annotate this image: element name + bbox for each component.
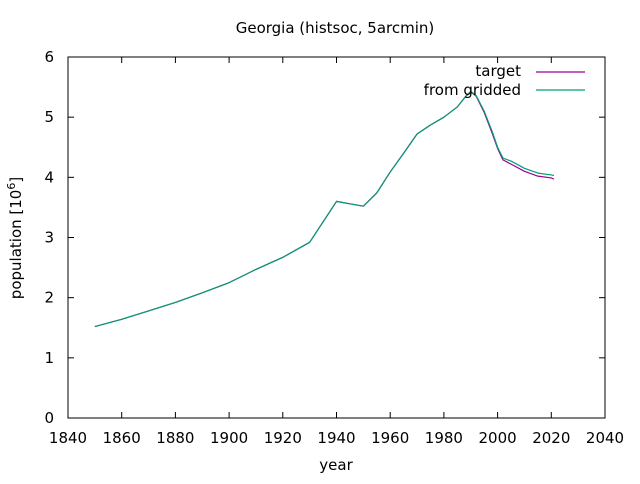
y-axis-label-close: ] xyxy=(7,177,25,183)
x-tick-label: 2040 xyxy=(586,429,624,447)
y-tick-label: 1 xyxy=(44,349,54,367)
legend: target from gridded xyxy=(424,62,585,99)
series-line-from-gridded xyxy=(94,90,555,328)
x-tick-label: 1860 xyxy=(103,429,141,447)
plot-frame xyxy=(67,56,606,419)
y-tick-label: 5 xyxy=(44,108,54,126)
y-tick-label: 4 xyxy=(44,168,54,186)
y-axis-ticks: 0 1 2 3 4 5 6 xyxy=(44,48,605,427)
chart-title: Georgia (histsoc, 5arcmin) xyxy=(236,19,435,37)
x-tick-label: 2020 xyxy=(532,429,570,447)
x-tick-label: 1960 xyxy=(371,429,409,447)
y-axis-label: population [106] xyxy=(5,177,25,299)
y-tick-label: 6 xyxy=(44,48,54,66)
y-axis-label-base: population [10 xyxy=(7,190,25,300)
y-tick-label: 2 xyxy=(44,289,54,307)
x-tick-label: 2000 xyxy=(479,429,517,447)
legend-label-target: target xyxy=(475,62,521,80)
x-tick-label: 1840 xyxy=(49,429,87,447)
x-tick-label: 1980 xyxy=(425,429,463,447)
x-tick-label: 1880 xyxy=(156,429,194,447)
series-lines xyxy=(94,90,555,328)
y-tick-label: 0 xyxy=(44,409,54,427)
y-tick-label: 3 xyxy=(44,229,54,247)
x-tick-label: 1920 xyxy=(264,429,302,447)
x-axis-label: year xyxy=(319,456,353,474)
x-axis-ticks: 1840 1860 1880 1900 1920 1940 1960 1980 2000 2020… xyxy=(49,57,624,447)
legend-label-from-gridded: from gridded xyxy=(424,81,521,99)
y-axis-label-exponent: 6 xyxy=(5,183,18,190)
series-line-target xyxy=(94,91,555,328)
x-tick-label: 1940 xyxy=(317,429,355,447)
x-tick-label: 1900 xyxy=(210,429,248,447)
